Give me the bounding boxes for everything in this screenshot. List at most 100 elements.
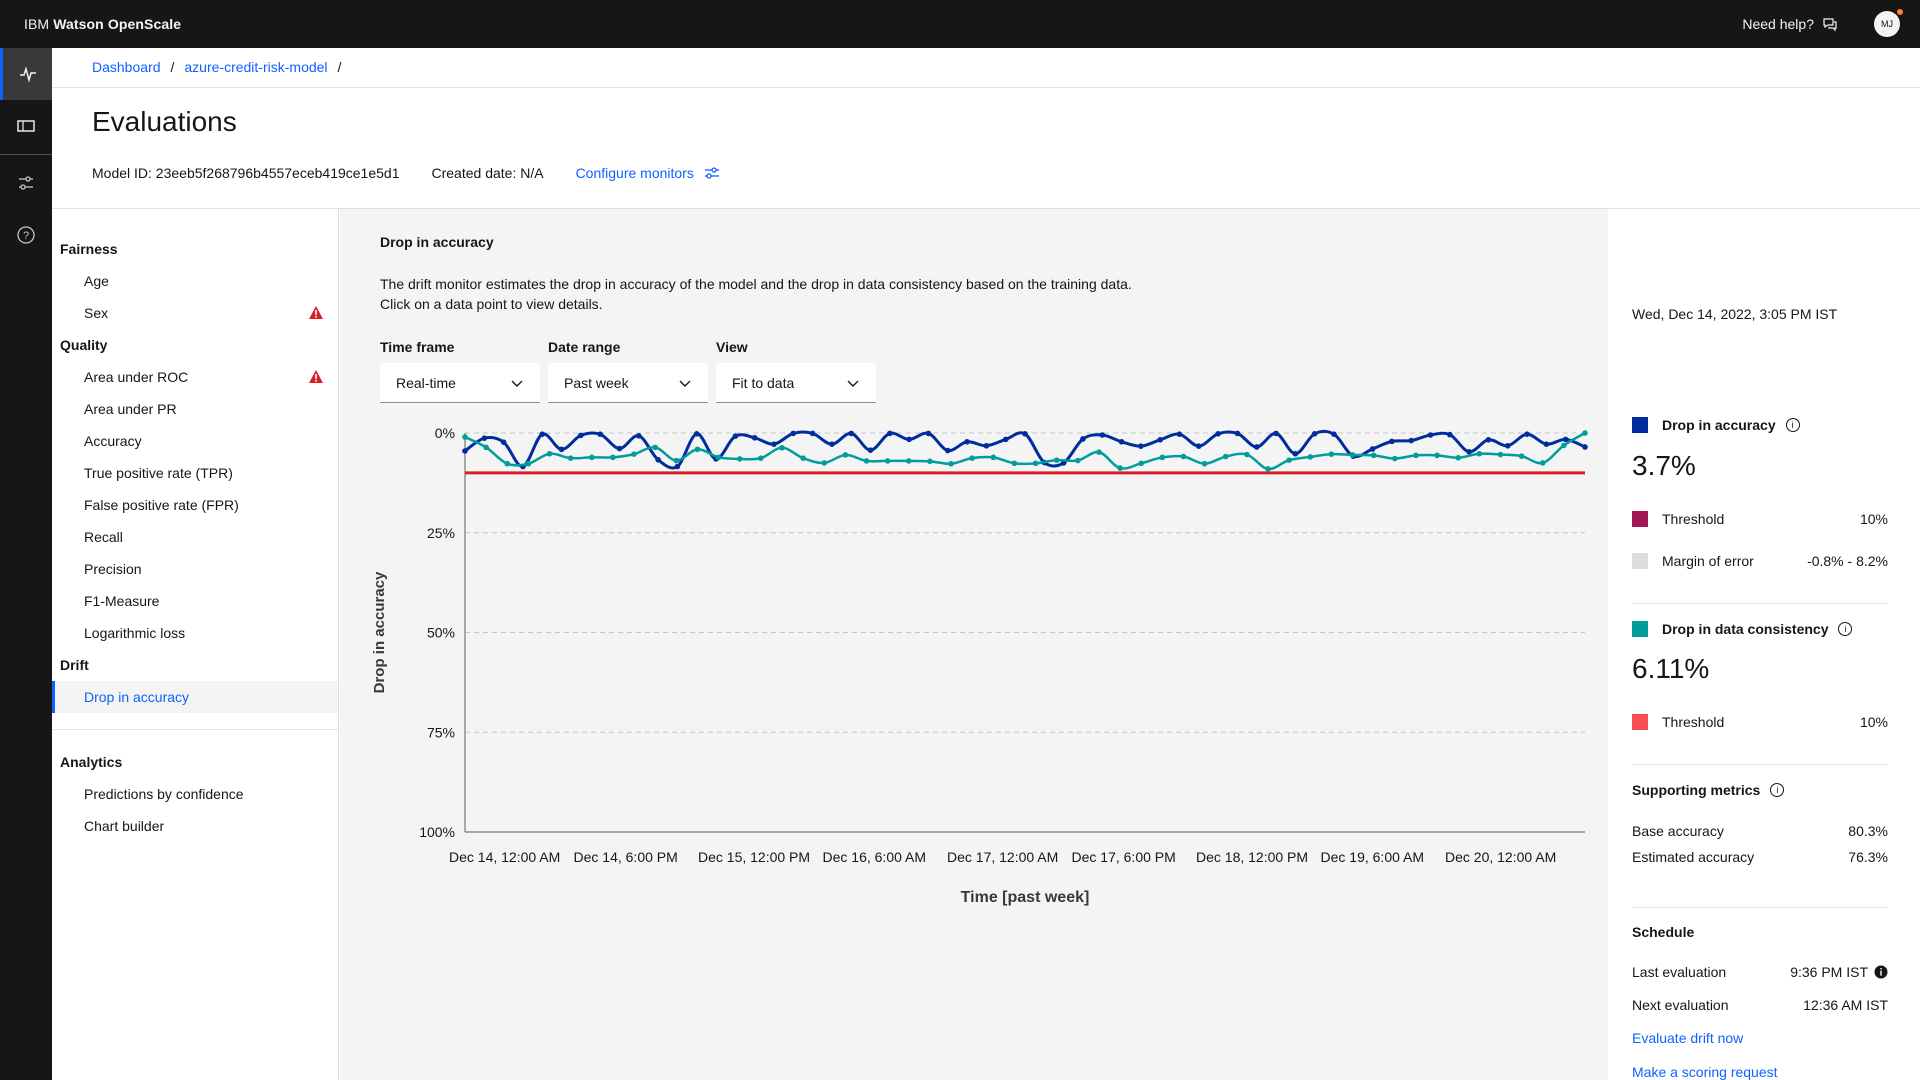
nav-item-log-loss[interactable]: Logarithmic loss [52, 617, 338, 649]
data-point[interactable] [1413, 452, 1419, 459]
data-point[interactable] [1176, 431, 1183, 437]
data-point[interactable] [1273, 430, 1279, 437]
data-point[interactable] [1561, 442, 1567, 449]
info-icon[interactable]: i [1770, 783, 1785, 797]
data-point[interactable] [821, 460, 828, 466]
info-filled-icon[interactable] [1874, 965, 1888, 979]
data-point[interactable] [655, 456, 661, 463]
data-point[interactable] [758, 455, 764, 461]
data-point[interactable] [1022, 430, 1028, 437]
data-point[interactable] [1582, 444, 1588, 450]
data-point[interactable] [1543, 441, 1550, 447]
data-point[interactable] [1096, 449, 1102, 455]
breadcrumb-dashboard[interactable]: Dashboard [92, 59, 161, 75]
data-point[interactable] [1138, 460, 1145, 467]
data-point[interactable] [597, 431, 603, 437]
data-point[interactable] [500, 439, 507, 445]
data-point[interactable] [1447, 431, 1453, 438]
data-point[interactable] [1434, 452, 1440, 459]
data-point[interactable] [635, 432, 642, 439]
data-point[interactable] [1582, 430, 1588, 436]
data-point[interactable] [1011, 460, 1018, 467]
data-point[interactable] [848, 430, 855, 437]
data-point[interactable] [809, 430, 816, 437]
data-point[interactable] [462, 434, 468, 440]
data-point[interactable] [736, 456, 743, 462]
data-point[interactable] [779, 444, 785, 451]
view-dropdown[interactable]: Fit to data [716, 363, 876, 403]
data-point[interactable] [906, 436, 912, 443]
data-point[interactable] [990, 454, 997, 461]
data-point[interactable] [948, 460, 954, 467]
data-point[interactable] [983, 442, 990, 449]
data-point[interactable] [1466, 448, 1472, 455]
data-point[interactable] [539, 431, 546, 437]
data-point[interactable] [887, 430, 893, 437]
need-help-button[interactable]: Need help? [1742, 16, 1838, 32]
nav-item-recall[interactable]: Recall [52, 521, 338, 553]
drift-chart[interactable]: Drop in accuracy Time [past week] 0% 25% 5… [340, 419, 1608, 919]
data-point[interactable] [616, 445, 623, 452]
data-point[interactable] [558, 446, 565, 453]
data-point[interactable] [1253, 444, 1260, 450]
data-point[interactable] [925, 430, 932, 437]
data-point[interactable] [1180, 453, 1187, 460]
user-avatar[interactable]: MJ [1874, 9, 1903, 37]
data-point[interactable] [1562, 436, 1569, 443]
data-point[interactable] [578, 432, 584, 439]
nav-item-accuracy[interactable]: Accuracy [52, 425, 338, 457]
data-point[interactable] [1392, 455, 1398, 462]
legend-drop-in-accuracy[interactable]: Drop in accuracy i [1632, 417, 1888, 433]
data-point[interactable] [1331, 431, 1337, 437]
data-point[interactable] [588, 454, 595, 461]
data-point[interactable] [1307, 454, 1314, 460]
data-point[interactable] [1292, 450, 1299, 457]
breadcrumb-model[interactable]: azure-credit-risk-model [184, 59, 328, 75]
data-point[interactable] [867, 447, 874, 453]
data-point[interactable] [652, 444, 658, 451]
data-point[interactable] [674, 463, 681, 470]
legend-accuracy-threshold[interactable]: Threshold 10% [1632, 511, 1888, 527]
nav-item-fpr[interactable]: False positive rate (FPR) [52, 489, 338, 521]
nav-item-age[interactable]: Age [52, 265, 338, 297]
data-point[interactable] [969, 455, 975, 461]
info-icon[interactable]: i [1785, 418, 1800, 432]
data-point[interactable] [1504, 442, 1511, 449]
data-point[interactable] [1427, 432, 1434, 438]
data-point[interactable] [1099, 432, 1106, 438]
legend-consistency-threshold[interactable]: Threshold 10% [1632, 714, 1888, 730]
legend-margin-of-error[interactable]: Margin of error -0.8% - 8.2% [1632, 553, 1888, 569]
data-point[interactable] [504, 460, 511, 467]
nav-item-sex[interactable]: Sex [52, 297, 338, 329]
data-point[interactable] [1265, 466, 1271, 472]
rail-configure[interactable] [0, 157, 52, 209]
data-point[interactable] [1075, 457, 1081, 464]
data-point[interactable] [1002, 436, 1009, 443]
nav-item-area-under-pr[interactable]: Area under PR [52, 393, 338, 425]
nav-item-drop-in-accuracy[interactable]: Drop in accuracy [52, 681, 338, 713]
data-point[interactable] [481, 435, 488, 441]
data-point[interactable] [1244, 451, 1250, 458]
data-point[interactable] [1455, 454, 1462, 461]
data-point[interactable] [790, 430, 797, 437]
data-point[interactable] [800, 455, 806, 461]
data-point[interactable] [1485, 436, 1492, 443]
data-point[interactable] [1497, 451, 1504, 458]
data-point[interactable] [610, 454, 616, 461]
data-point[interactable] [884, 458, 891, 464]
rail-insights[interactable] [0, 100, 52, 152]
data-point[interactable] [1349, 452, 1356, 458]
data-point[interactable] [1195, 443, 1202, 449]
data-point[interactable] [1201, 460, 1208, 467]
data-point[interactable] [1157, 436, 1163, 443]
data-point[interactable] [1222, 453, 1229, 460]
nav-item-predictions-by-confidence[interactable]: Predictions by confidence [52, 778, 338, 810]
data-point[interactable] [1328, 451, 1335, 457]
data-point[interactable] [842, 452, 849, 458]
data-point[interactable] [1539, 460, 1546, 466]
data-point[interactable] [567, 455, 574, 461]
nav-item-area-under-roc[interactable]: Area under ROC [52, 361, 338, 393]
data-point[interactable] [1311, 430, 1318, 437]
data-point[interactable] [693, 430, 700, 437]
brand[interactable]: IBM Watson OpenScale [24, 16, 181, 32]
